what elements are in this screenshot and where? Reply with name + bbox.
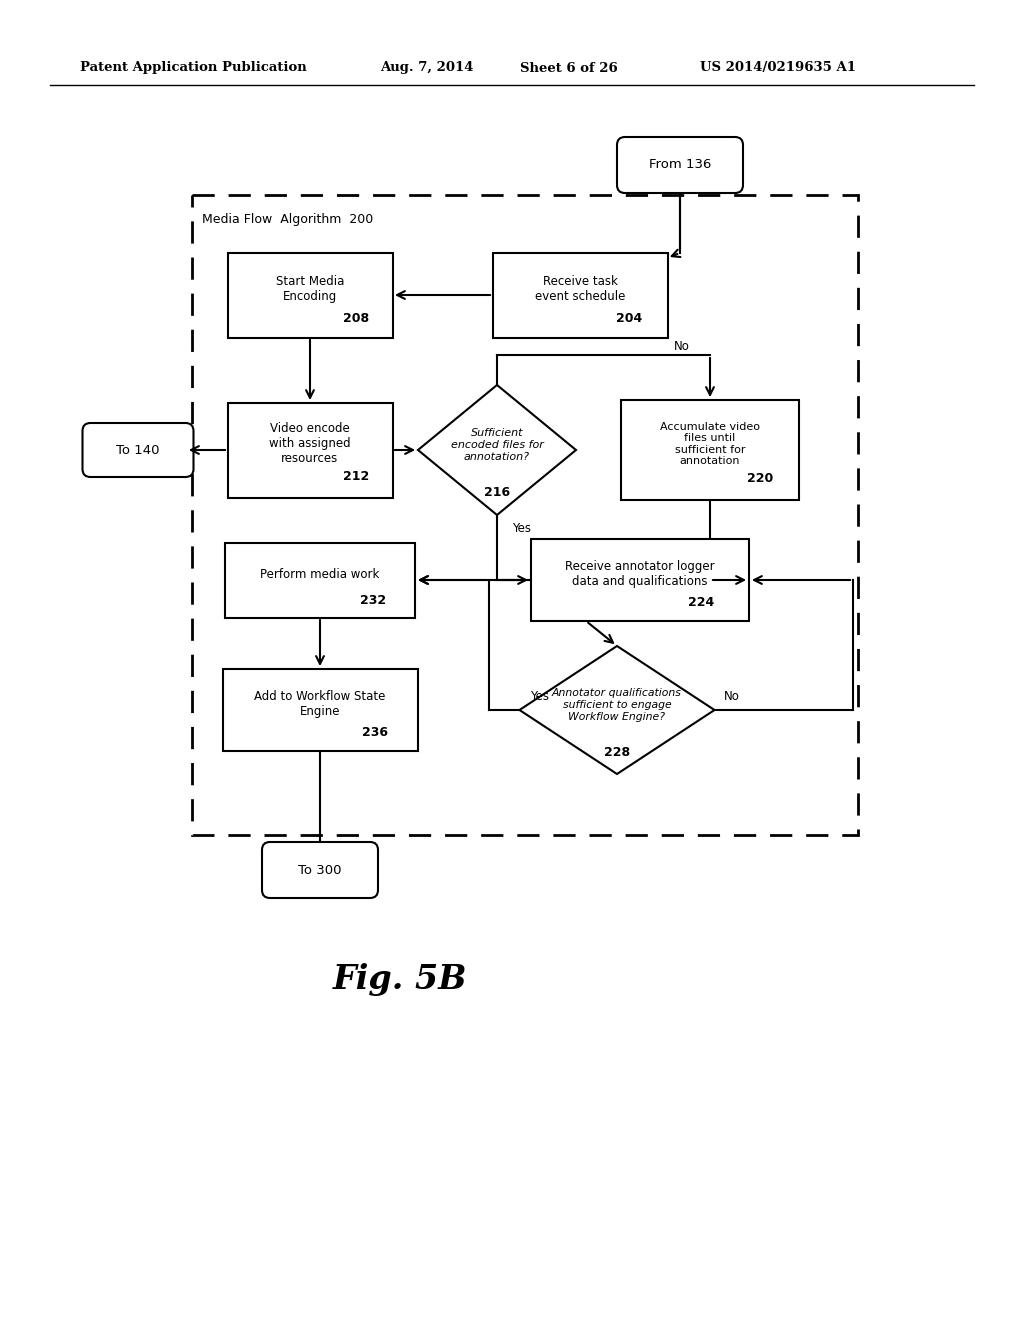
Text: 236: 236 xyxy=(361,726,388,739)
Polygon shape xyxy=(418,385,575,515)
Text: Start Media
Encoding: Start Media Encoding xyxy=(275,275,344,304)
FancyBboxPatch shape xyxy=(222,669,418,751)
Text: To 300: To 300 xyxy=(298,863,342,876)
Text: Yes: Yes xyxy=(530,689,550,702)
Text: Receive task
event schedule: Receive task event schedule xyxy=(535,275,626,304)
Text: 228: 228 xyxy=(604,746,630,759)
Text: Accumulate video
files until
sufficient for
annotation: Accumulate video files until sufficient … xyxy=(660,421,760,466)
FancyBboxPatch shape xyxy=(617,137,743,193)
FancyBboxPatch shape xyxy=(225,543,415,618)
Text: US 2014/0219635 A1: US 2014/0219635 A1 xyxy=(700,62,856,74)
FancyBboxPatch shape xyxy=(83,422,194,477)
Text: Video encode
with assigned
resources: Video encode with assigned resources xyxy=(269,422,351,466)
Text: No: No xyxy=(674,341,690,354)
Text: 204: 204 xyxy=(615,313,642,325)
Text: No: No xyxy=(724,689,740,702)
FancyBboxPatch shape xyxy=(493,252,668,338)
Text: Sufficient
encoded files for
annotation?: Sufficient encoded files for annotation? xyxy=(451,429,544,462)
Polygon shape xyxy=(519,645,715,774)
Text: 232: 232 xyxy=(360,594,386,607)
Text: Media Flow  Algorithm  200: Media Flow Algorithm 200 xyxy=(202,213,374,226)
Text: Annotator qualifications
sufficient to engage
Workflow Engine?: Annotator qualifications sufficient to e… xyxy=(552,689,682,722)
FancyBboxPatch shape xyxy=(227,252,392,338)
Text: 216: 216 xyxy=(484,487,510,499)
Text: 208: 208 xyxy=(343,313,370,325)
Text: Aug. 7, 2014: Aug. 7, 2014 xyxy=(380,62,473,74)
Text: 220: 220 xyxy=(746,471,773,484)
FancyBboxPatch shape xyxy=(227,403,392,498)
FancyBboxPatch shape xyxy=(531,539,749,620)
Text: Perform media work: Perform media work xyxy=(260,568,380,581)
Text: 212: 212 xyxy=(343,470,370,483)
Text: Receive annotator logger
data and qualifications: Receive annotator logger data and qualif… xyxy=(565,560,715,587)
FancyBboxPatch shape xyxy=(262,842,378,898)
Text: 224: 224 xyxy=(688,597,714,610)
Text: Sheet 6 of 26: Sheet 6 of 26 xyxy=(520,62,617,74)
Text: From 136: From 136 xyxy=(649,158,712,172)
Text: Add to Workflow State
Engine: Add to Workflow State Engine xyxy=(254,690,386,718)
Bar xyxy=(193,195,858,836)
Text: Fig. 5B: Fig. 5B xyxy=(333,964,467,997)
Text: Patent Application Publication: Patent Application Publication xyxy=(80,62,307,74)
FancyBboxPatch shape xyxy=(621,400,799,500)
Text: To 140: To 140 xyxy=(117,444,160,457)
Text: Yes: Yes xyxy=(512,523,531,536)
